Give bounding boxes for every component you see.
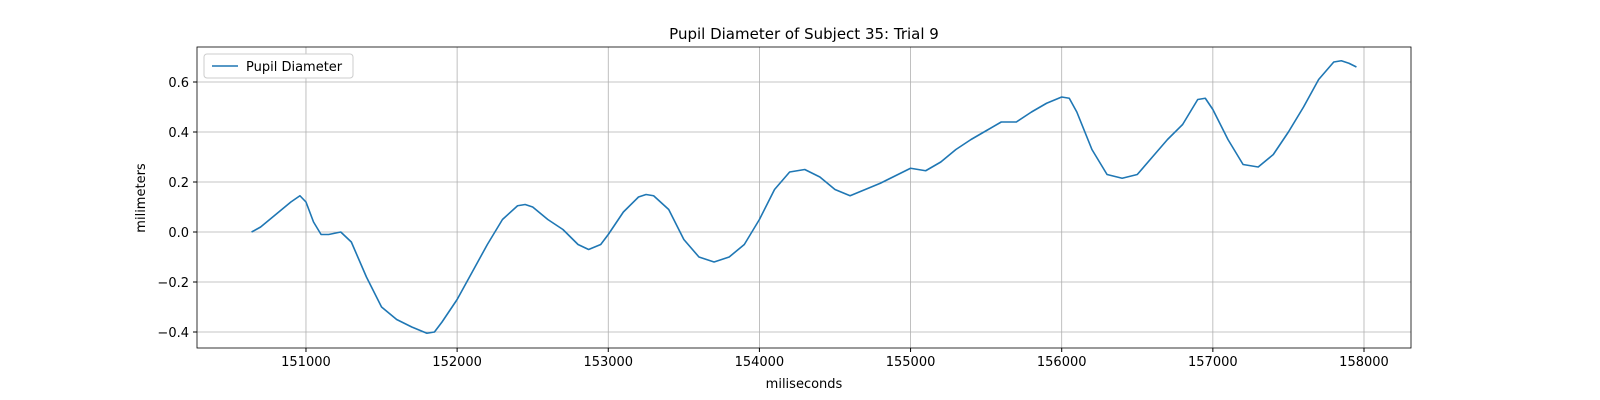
x-tick-label: 157000 [1188,355,1238,370]
y-tick-label: −0.4 [157,326,189,341]
y-tick-label: −0.2 [157,276,189,291]
y-tick-label: 0.4 [168,126,189,141]
y-tick-label: 0.6 [168,76,189,91]
chart-title: Pupil Diameter of Subject 35: Trial 9 [669,25,939,43]
x-tick-label: 153000 [583,355,633,370]
plot-frame [196,46,1412,349]
x-tick-label: 151000 [281,355,331,370]
x-tick-label: 158000 [1339,355,1389,370]
x-tick-label: 156000 [1037,355,1087,370]
x-axis-label: miliseconds [766,377,843,392]
y-tick-label: 0.0 [168,226,189,241]
x-tick-label: 155000 [886,355,936,370]
y-tick-label: 0.2 [168,176,189,191]
legend-label: Pupil Diameter [246,60,343,75]
y-axis-label: milimeters [134,163,149,233]
x-tick-label: 154000 [735,355,785,370]
x-tick-label: 152000 [432,355,482,370]
legend-box [203,53,354,79]
data-line [251,59,1357,335]
